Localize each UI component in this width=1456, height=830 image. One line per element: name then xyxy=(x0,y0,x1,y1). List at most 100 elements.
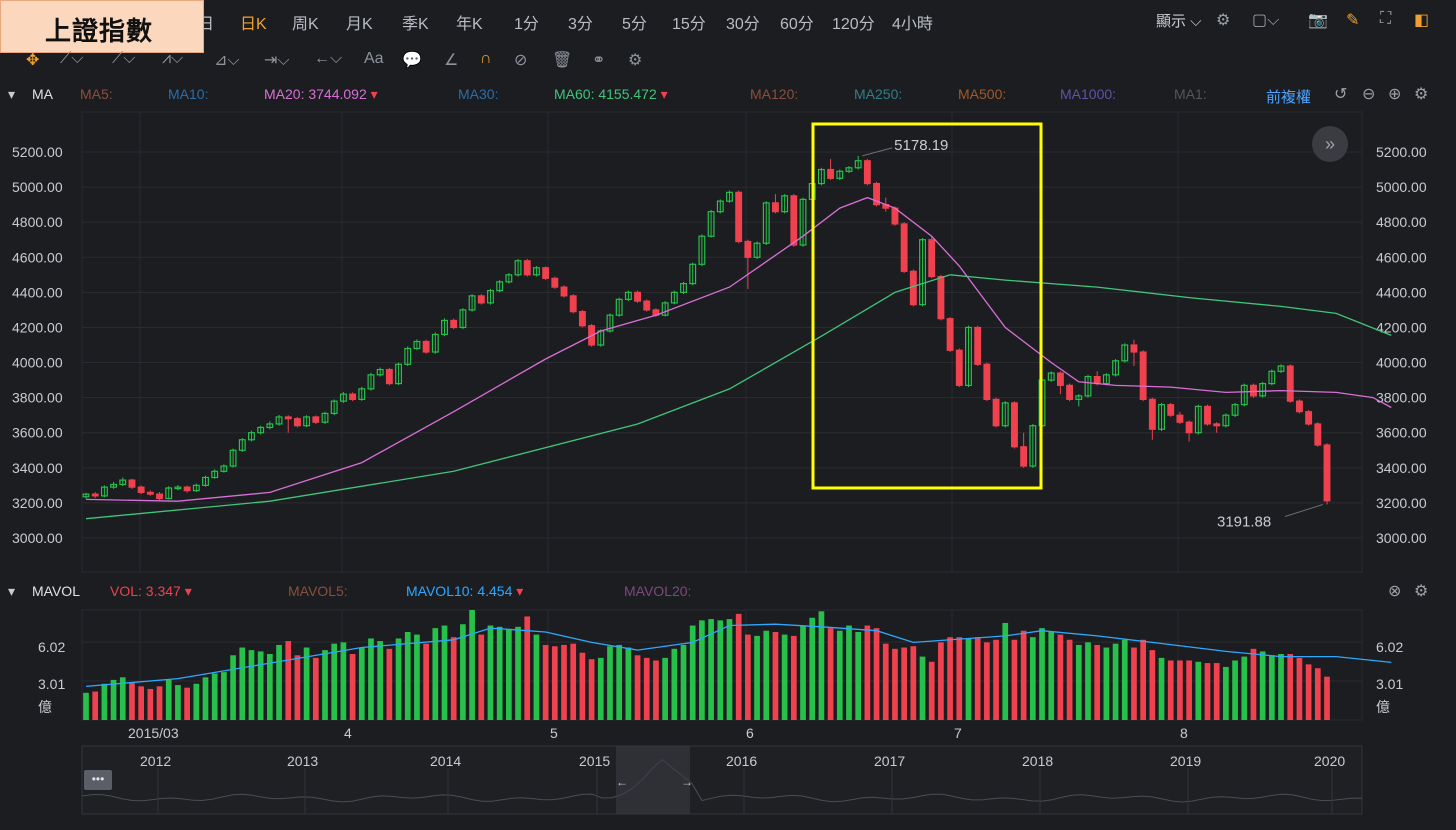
volume-bar xyxy=(699,620,705,720)
toolbar-settings-icon[interactable]: ⚙ xyxy=(628,52,643,69)
candle-body xyxy=(1112,360,1120,376)
arrow-tool-icon[interactable]: ←⌵ xyxy=(314,50,343,67)
magnet-icon[interactable]: ∩ xyxy=(480,50,492,67)
volume-bar xyxy=(892,648,898,720)
camera-icon[interactable]: 📷 xyxy=(1308,12,1328,29)
measure-tool-icon[interactable]: ⇥⌵ xyxy=(264,52,290,69)
candle-body xyxy=(266,423,274,429)
ma250-label[interactable]: MA250: xyxy=(854,86,903,102)
scroll-latest-button[interactable]: » xyxy=(1312,126,1348,162)
volume-bar xyxy=(873,628,880,720)
ma60-label[interactable]: MA60: 4155.472 ▾ xyxy=(554,86,668,103)
hide-icon[interactable]: ⊘ xyxy=(514,52,528,69)
volume-bar xyxy=(1167,660,1174,720)
timeframe-tab-9[interactable]: 15分 xyxy=(672,16,706,33)
move-icon[interactable]: ✥ xyxy=(26,52,40,69)
timeframe-tab-8[interactable]: 5分 xyxy=(622,16,647,33)
fullscreen-icon[interactable]: ⛶ xyxy=(1380,10,1392,27)
trash-icon[interactable]: 🗑 xyxy=(552,52,573,69)
timeframe-tab-6[interactable]: 1分 xyxy=(514,16,539,33)
undo-icon[interactable]: ↺ xyxy=(1334,86,1348,103)
comment-icon[interactable]: 💬 xyxy=(402,52,422,69)
panel-icon[interactable]: ◧ xyxy=(1414,12,1430,29)
navigator-year-label: 2013 xyxy=(287,753,318,769)
y-tick-right: 3200.00 xyxy=(1376,495,1427,511)
vol-close-icon[interactable]: ⊗ xyxy=(1388,583,1402,600)
mavol10-label[interactable]: MAVOL10: 4.454 ▾ xyxy=(406,583,524,599)
candle-body xyxy=(367,374,375,390)
candle-body xyxy=(863,160,871,185)
ma1-label[interactable]: MA1: xyxy=(1174,86,1207,102)
volume-bar xyxy=(1195,661,1202,720)
zoom-in-icon[interactable]: ⊕ xyxy=(1388,86,1402,103)
timeframe-tab-7[interactable]: 3分 xyxy=(568,16,593,33)
timeframe-tab-3[interactable]: 月K xyxy=(346,16,373,33)
ruler-tool-icon[interactable]: ⊿⌵ xyxy=(214,52,240,69)
volume-bar xyxy=(1131,647,1137,720)
navigator-right-handle[interactable]: → xyxy=(681,775,693,789)
timeframe-tab-13[interactable]: 4小時 xyxy=(892,16,933,33)
candle-body xyxy=(624,291,632,300)
settings-icon[interactable]: ⚙ xyxy=(1216,12,1231,29)
timeframe-tab-10[interactable]: 30分 xyxy=(726,16,760,33)
ma20-label[interactable]: MA20: 3744.092 ▾ xyxy=(264,86,378,103)
zoom-out-icon[interactable]: ⊖ xyxy=(1362,86,1376,103)
vol-settings-icon[interactable]: ⚙ xyxy=(1414,583,1429,600)
timeframe-tab-11[interactable]: 60分 xyxy=(780,16,814,33)
adjust-label[interactable]: 前複權 xyxy=(1266,89,1312,106)
timeframe-tab-2[interactable]: 周K xyxy=(292,16,319,33)
ma1000-label[interactable]: MA1000: xyxy=(1060,86,1117,102)
volume-bar xyxy=(561,644,567,720)
candle-body xyxy=(238,439,246,451)
ma500-label[interactable]: MA500: xyxy=(958,86,1007,102)
navigator[interactable] xyxy=(81,745,1363,815)
navigator-window[interactable] xyxy=(616,746,690,814)
candle-body xyxy=(1167,404,1175,416)
ma-collapse-icon[interactable]: ▾ xyxy=(8,86,16,102)
candle-body xyxy=(1148,398,1156,430)
pencil-icon[interactable]: ✎ xyxy=(1346,12,1360,29)
ma5-label[interactable]: MA5: xyxy=(80,86,113,102)
candle-body xyxy=(128,479,136,488)
text-tool-icon[interactable]: Aa xyxy=(364,50,384,67)
volume-bar xyxy=(1305,664,1312,720)
volume-bar xyxy=(579,652,586,720)
timeframe-tab-12[interactable]: 120分 xyxy=(832,16,875,33)
navigator-menu-button[interactable]: ••• xyxy=(84,770,112,790)
layout-icon[interactable]: ▢⌵ xyxy=(1252,12,1280,29)
link-icon[interactable]: ⚭ xyxy=(592,52,606,69)
display-menu[interactable]: 顯示 ⌵ xyxy=(1156,13,1202,30)
mavol20-label[interactable]: MAVOL20: xyxy=(624,583,692,599)
y-tick-left: 3800.00 xyxy=(12,390,63,406)
volume-bar xyxy=(634,655,641,720)
candle-body xyxy=(928,239,936,278)
line-tool-icon[interactable]: ⟋⌵ xyxy=(60,50,84,67)
pattern-tool-icon[interactable]: ⩘⌵ xyxy=(162,50,184,67)
angle-icon[interactable]: ∠ xyxy=(444,52,459,69)
volume-bar xyxy=(717,620,724,720)
vol-label[interactable]: VOL: 3.347 ▾ xyxy=(110,583,192,599)
timeframe-tab-4[interactable]: 季K xyxy=(402,16,429,33)
volume-bar xyxy=(377,641,384,720)
navigator-left-handle[interactable]: ← xyxy=(616,775,628,789)
volume-bar xyxy=(763,630,770,720)
timeframe-tab-5[interactable]: 年K xyxy=(456,16,483,33)
volume-bar xyxy=(726,619,733,720)
ma10-label[interactable]: MA10: xyxy=(168,86,209,102)
volume-bar xyxy=(745,634,751,720)
ma-settings-icon[interactable]: ⚙ xyxy=(1414,86,1429,103)
ray-tool-icon[interactable]: ⟋⌵ xyxy=(112,50,136,67)
month-label: 8 xyxy=(1180,725,1188,741)
timeframe-tab-1[interactable]: 日K xyxy=(240,16,267,33)
vol-tick-right: 6.02 xyxy=(1376,639,1403,655)
volume-bar xyxy=(349,654,356,720)
ma120-label[interactable]: MA120: xyxy=(750,86,799,102)
volume-bar xyxy=(202,677,209,720)
candle-body xyxy=(459,309,467,329)
mavol5-label[interactable]: MAVOL5: xyxy=(288,583,348,599)
candle-body xyxy=(615,298,623,316)
vol-collapse-icon[interactable]: ▾ xyxy=(8,583,16,599)
ma30-label[interactable]: MA30: xyxy=(458,86,499,102)
candle-body xyxy=(385,368,393,385)
